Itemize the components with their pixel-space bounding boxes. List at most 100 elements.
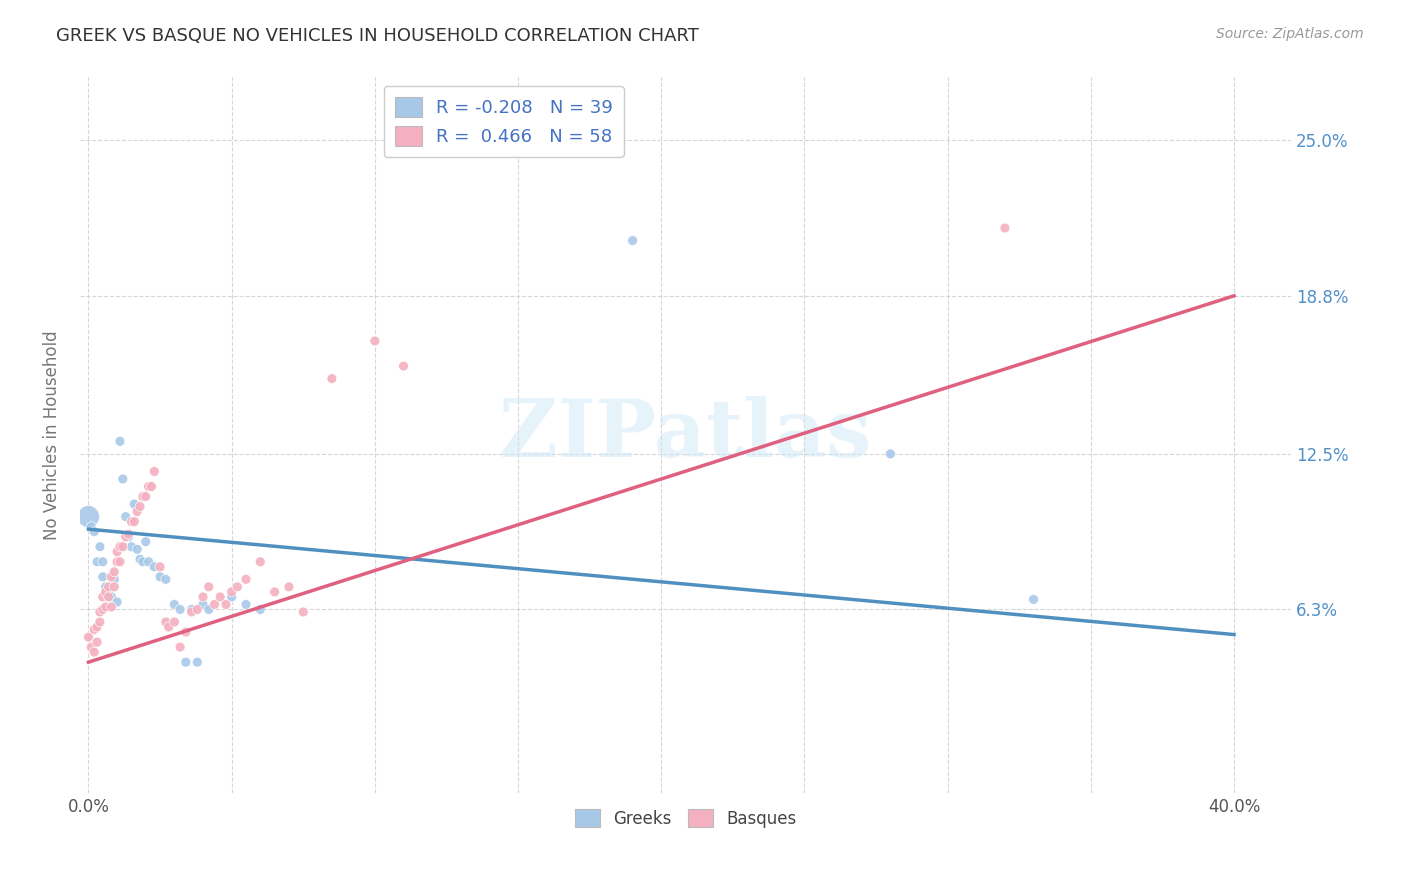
Point bbox=[103, 580, 125, 594]
Point bbox=[209, 590, 232, 604]
Point bbox=[124, 497, 146, 511]
Point bbox=[186, 655, 208, 669]
Point bbox=[89, 615, 111, 629]
Point bbox=[127, 542, 149, 557]
Point bbox=[129, 552, 152, 566]
Point bbox=[83, 645, 105, 659]
Point bbox=[392, 359, 415, 373]
Point bbox=[111, 540, 134, 554]
Point bbox=[86, 635, 108, 649]
Point bbox=[143, 465, 166, 479]
Point bbox=[100, 599, 122, 614]
Point bbox=[1022, 592, 1045, 607]
Point bbox=[91, 590, 114, 604]
Point bbox=[321, 371, 343, 385]
Point bbox=[86, 620, 108, 634]
Point bbox=[163, 598, 186, 612]
Point bbox=[197, 602, 219, 616]
Point bbox=[108, 555, 131, 569]
Point bbox=[91, 602, 114, 616]
Point bbox=[191, 590, 214, 604]
Point bbox=[157, 620, 180, 634]
Point bbox=[103, 572, 125, 586]
Point bbox=[138, 479, 160, 493]
Point bbox=[97, 580, 120, 594]
Point bbox=[249, 555, 271, 569]
Point bbox=[215, 598, 238, 612]
Point bbox=[91, 555, 114, 569]
Point bbox=[191, 598, 214, 612]
Point bbox=[235, 572, 257, 586]
Point bbox=[127, 505, 149, 519]
Point bbox=[117, 527, 139, 541]
Point bbox=[169, 602, 191, 616]
Point bbox=[94, 599, 117, 614]
Point bbox=[97, 590, 120, 604]
Point bbox=[155, 615, 177, 629]
Point bbox=[364, 334, 387, 348]
Point bbox=[221, 590, 243, 604]
Point bbox=[77, 630, 100, 644]
Point bbox=[117, 530, 139, 544]
Point bbox=[135, 534, 157, 549]
Point bbox=[169, 640, 191, 654]
Point bbox=[149, 570, 172, 584]
Point bbox=[174, 625, 197, 640]
Point bbox=[105, 595, 128, 609]
Point bbox=[114, 509, 136, 524]
Point bbox=[235, 598, 257, 612]
Point bbox=[132, 555, 155, 569]
Point bbox=[97, 585, 120, 599]
Legend: Greeks, Basques: Greeks, Basques bbox=[568, 803, 803, 834]
Point bbox=[83, 623, 105, 637]
Point bbox=[135, 490, 157, 504]
Point bbox=[621, 234, 644, 248]
Point bbox=[77, 509, 100, 524]
Point bbox=[149, 559, 172, 574]
Y-axis label: No Vehicles in Household: No Vehicles in Household bbox=[44, 330, 60, 540]
Point bbox=[879, 447, 901, 461]
Point bbox=[278, 580, 301, 594]
Point bbox=[197, 580, 219, 594]
Point bbox=[174, 655, 197, 669]
Point bbox=[86, 555, 108, 569]
Point bbox=[120, 515, 142, 529]
Point bbox=[129, 500, 152, 514]
Point bbox=[103, 565, 125, 579]
Point bbox=[249, 602, 271, 616]
Point bbox=[141, 479, 163, 493]
Text: Source: ZipAtlas.com: Source: ZipAtlas.com bbox=[1216, 27, 1364, 41]
Point bbox=[221, 585, 243, 599]
Point bbox=[108, 434, 131, 449]
Point bbox=[138, 555, 160, 569]
Point bbox=[132, 490, 155, 504]
Point bbox=[155, 572, 177, 586]
Point bbox=[108, 540, 131, 554]
Point bbox=[163, 615, 186, 629]
Point bbox=[100, 590, 122, 604]
Point bbox=[89, 605, 111, 619]
Point bbox=[292, 605, 315, 619]
Point bbox=[226, 580, 249, 594]
Point bbox=[124, 515, 146, 529]
Point bbox=[143, 559, 166, 574]
Point bbox=[89, 540, 111, 554]
Point bbox=[80, 519, 103, 533]
Point bbox=[91, 570, 114, 584]
Point bbox=[111, 472, 134, 486]
Point bbox=[120, 540, 142, 554]
Point bbox=[80, 640, 103, 654]
Point bbox=[180, 602, 202, 616]
Point bbox=[180, 605, 202, 619]
Point bbox=[186, 602, 208, 616]
Point bbox=[94, 580, 117, 594]
Point bbox=[994, 221, 1017, 235]
Point bbox=[105, 545, 128, 559]
Point bbox=[83, 524, 105, 539]
Point bbox=[204, 598, 226, 612]
Point bbox=[100, 570, 122, 584]
Point bbox=[105, 555, 128, 569]
Text: ZIPatlas: ZIPatlas bbox=[499, 396, 872, 474]
Point bbox=[114, 530, 136, 544]
Text: GREEK VS BASQUE NO VEHICLES IN HOUSEHOLD CORRELATION CHART: GREEK VS BASQUE NO VEHICLES IN HOUSEHOLD… bbox=[56, 27, 699, 45]
